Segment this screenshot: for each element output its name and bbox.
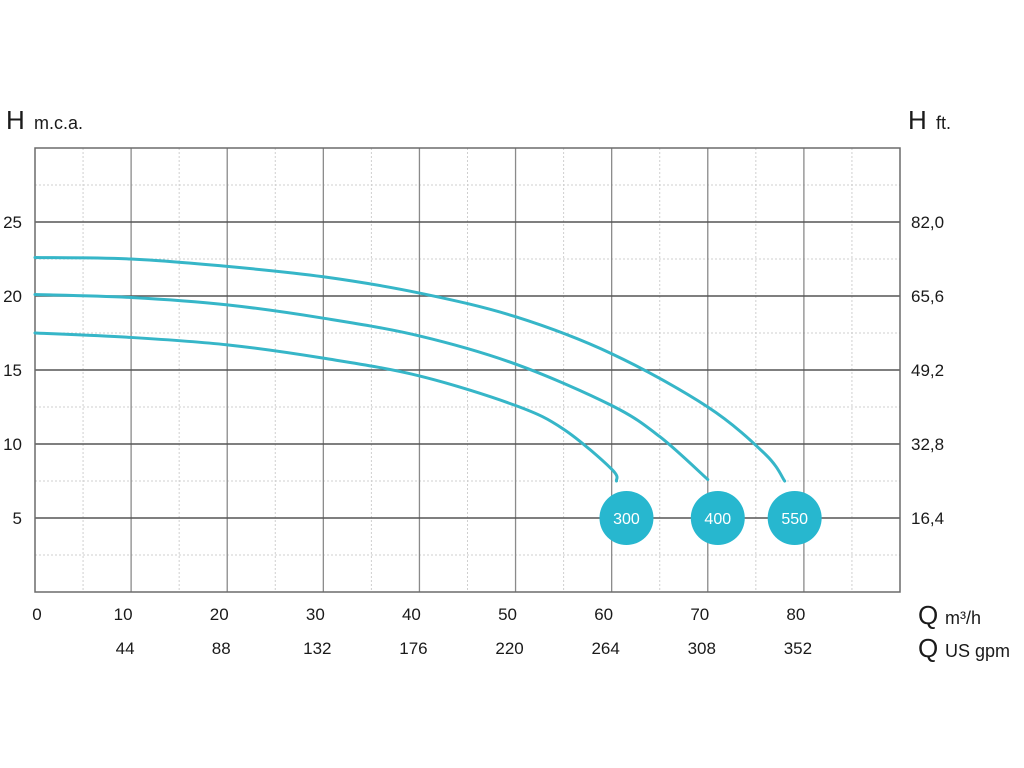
curves — [33, 256, 787, 483]
x-secondary-tick: 264 — [591, 639, 619, 658]
curve-550 — [33, 256, 787, 483]
major-grid — [35, 148, 900, 592]
x-primary-tick: 30 — [306, 605, 325, 624]
x-secondary-tick: 88 — [212, 639, 231, 658]
x-secondary-symbol: Q — [918, 633, 938, 663]
right-axis-unit: ft. — [936, 113, 951, 133]
x-secondary-unit: US gpm — [945, 641, 1010, 661]
left-axis-unit: m.c.a. — [34, 113, 83, 133]
x-primary-tick: 40 — [402, 605, 421, 624]
badge-label-400: 400 — [704, 511, 731, 528]
y-left-tick: 10 — [3, 435, 22, 454]
x-primary-tick: 50 — [498, 605, 517, 624]
x-primary-tick: 0 — [32, 605, 41, 624]
y-left-tick: 25 — [3, 213, 22, 232]
y-right-tick: 32,8 — [911, 435, 944, 454]
y-left-tick: 15 — [3, 361, 22, 380]
x-primary-unit: m³/h — [945, 608, 981, 628]
x-secondary-tick: 308 — [688, 639, 716, 658]
x-secondary-tick: 44 — [116, 639, 135, 658]
badge-label-550: 550 — [781, 511, 808, 528]
axis-labels: H m.c.a. H ft. Q m³/h Q US gpm — [6, 105, 1010, 663]
x-secondary-tick: 220 — [495, 639, 523, 658]
x-secondary-tick: 132 — [303, 639, 331, 658]
y-left-tick: 5 — [13, 509, 22, 528]
y-right-tick: 49,2 — [911, 361, 944, 380]
x-secondary-tick: 352 — [784, 639, 812, 658]
left-axis-symbol: H — [6, 105, 25, 135]
curve-300 — [33, 331, 619, 483]
x-primary-tick: 10 — [114, 605, 133, 624]
chart-background — [0, 100, 1024, 666]
x-primary-tick: 70 — [690, 605, 709, 624]
badge-550 — [767, 491, 822, 545]
series-badges: 300 400 550 — [599, 491, 822, 545]
x-primary-tick: 80 — [786, 605, 805, 624]
y-left-tick: 20 — [3, 287, 22, 306]
x-secondary-tick: 176 — [399, 639, 427, 658]
y-right-tick: 82,0 — [911, 213, 944, 232]
plot-frame — [34, 147, 901, 593]
badge-300 — [599, 491, 654, 545]
right-axis-symbol: H — [908, 105, 927, 135]
y-right-tick: 65,6 — [911, 287, 944, 306]
x-primary-tick: 60 — [594, 605, 613, 624]
badge-label-300: 300 — [613, 511, 640, 528]
curve-400 — [33, 293, 710, 482]
x-primary-tick: 20 — [210, 605, 229, 624]
y-right-tick: 16,4 — [911, 509, 944, 528]
badge-400 — [690, 491, 745, 545]
x-primary-symbol: Q — [918, 600, 938, 630]
tick-labels: 5 10 15 20 25 16,4 32,8 49,2 65,6 82,0 0 10 20 30 40 50… — [3, 213, 944, 658]
